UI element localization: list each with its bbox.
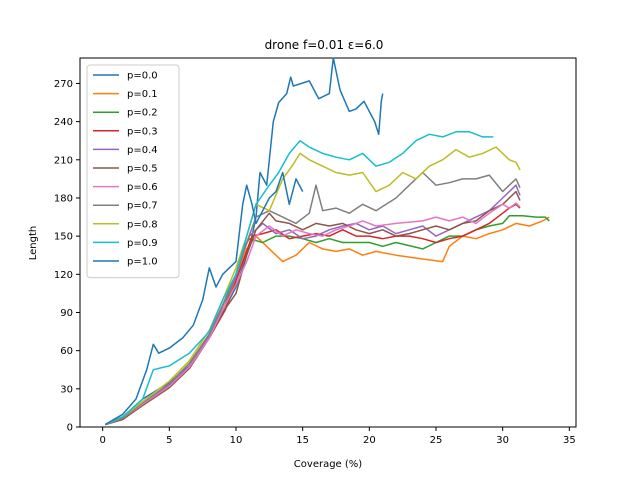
y-tick-label: 240 (54, 117, 73, 128)
legend-label-6: p=0.6 (127, 182, 158, 193)
axes-frame (79, 57, 577, 428)
y-tick-label: 120 (54, 270, 73, 281)
legend-label-2: p=0.2 (127, 108, 158, 119)
plot-area: 0 5 10 15 20 25 30 35 0 30 60 90 120 150 180 210 240 270 (54, 57, 577, 446)
y-tick-label: 90 (60, 308, 73, 319)
series-line-10 (104, 171, 304, 426)
legend-label-9: p=0.9 (127, 238, 158, 249)
legend-label-4: p=0.4 (127, 145, 158, 156)
legend-label-0: p=0.0 (127, 71, 158, 82)
x-tick-label: 10 (230, 435, 243, 446)
y-tick-label: 180 (54, 193, 73, 204)
legend: p=0.0 p=0.1 p=0.2 p=0.3 p=0.4 p=0.5 p=0.6 p=0.7… (86, 64, 180, 279)
legend-label-8: p=0.8 (127, 219, 158, 230)
x-tick-label: 0 (99, 435, 105, 446)
y-tick-label: 150 (54, 232, 73, 243)
legend-label-5: p=0.5 (127, 164, 158, 175)
y-tick-label: 60 (60, 346, 73, 357)
series-line-7 (105, 171, 521, 426)
x-tick-label: 15 (296, 435, 309, 446)
legend-label-3: p=0.3 (127, 126, 158, 137)
x-tick-label: 35 (563, 435, 576, 446)
series-line-6 (105, 202, 521, 426)
legend-label-7: p=0.7 (127, 201, 158, 212)
x-axis-ticks: 0 5 10 15 20 25 30 35 (99, 427, 576, 446)
y-axis-label: Length (28, 226, 39, 261)
legend-label-10: p=1.0 (127, 257, 158, 268)
chart-title: drone f=0.01 ε=6.0 (265, 38, 384, 52)
y-tick-label: 210 (54, 155, 73, 166)
x-tick-label: 30 (496, 435, 509, 446)
y-axis-ticks: 0 30 60 90 120 150 180 210 240 270 (54, 79, 80, 434)
y-tick-label: 30 (60, 384, 73, 395)
legend-label-1: p=0.1 (127, 89, 158, 100)
x-tick-label: 5 (166, 435, 172, 446)
series-lines (104, 57, 550, 426)
y-tick-label: 0 (67, 423, 73, 434)
x-tick-label: 25 (430, 435, 443, 446)
x-axis-label: Coverage (%) (294, 459, 362, 470)
series-line-9 (104, 131, 494, 426)
y-tick-label: 270 (54, 79, 73, 90)
x-tick-label: 20 (363, 435, 376, 446)
